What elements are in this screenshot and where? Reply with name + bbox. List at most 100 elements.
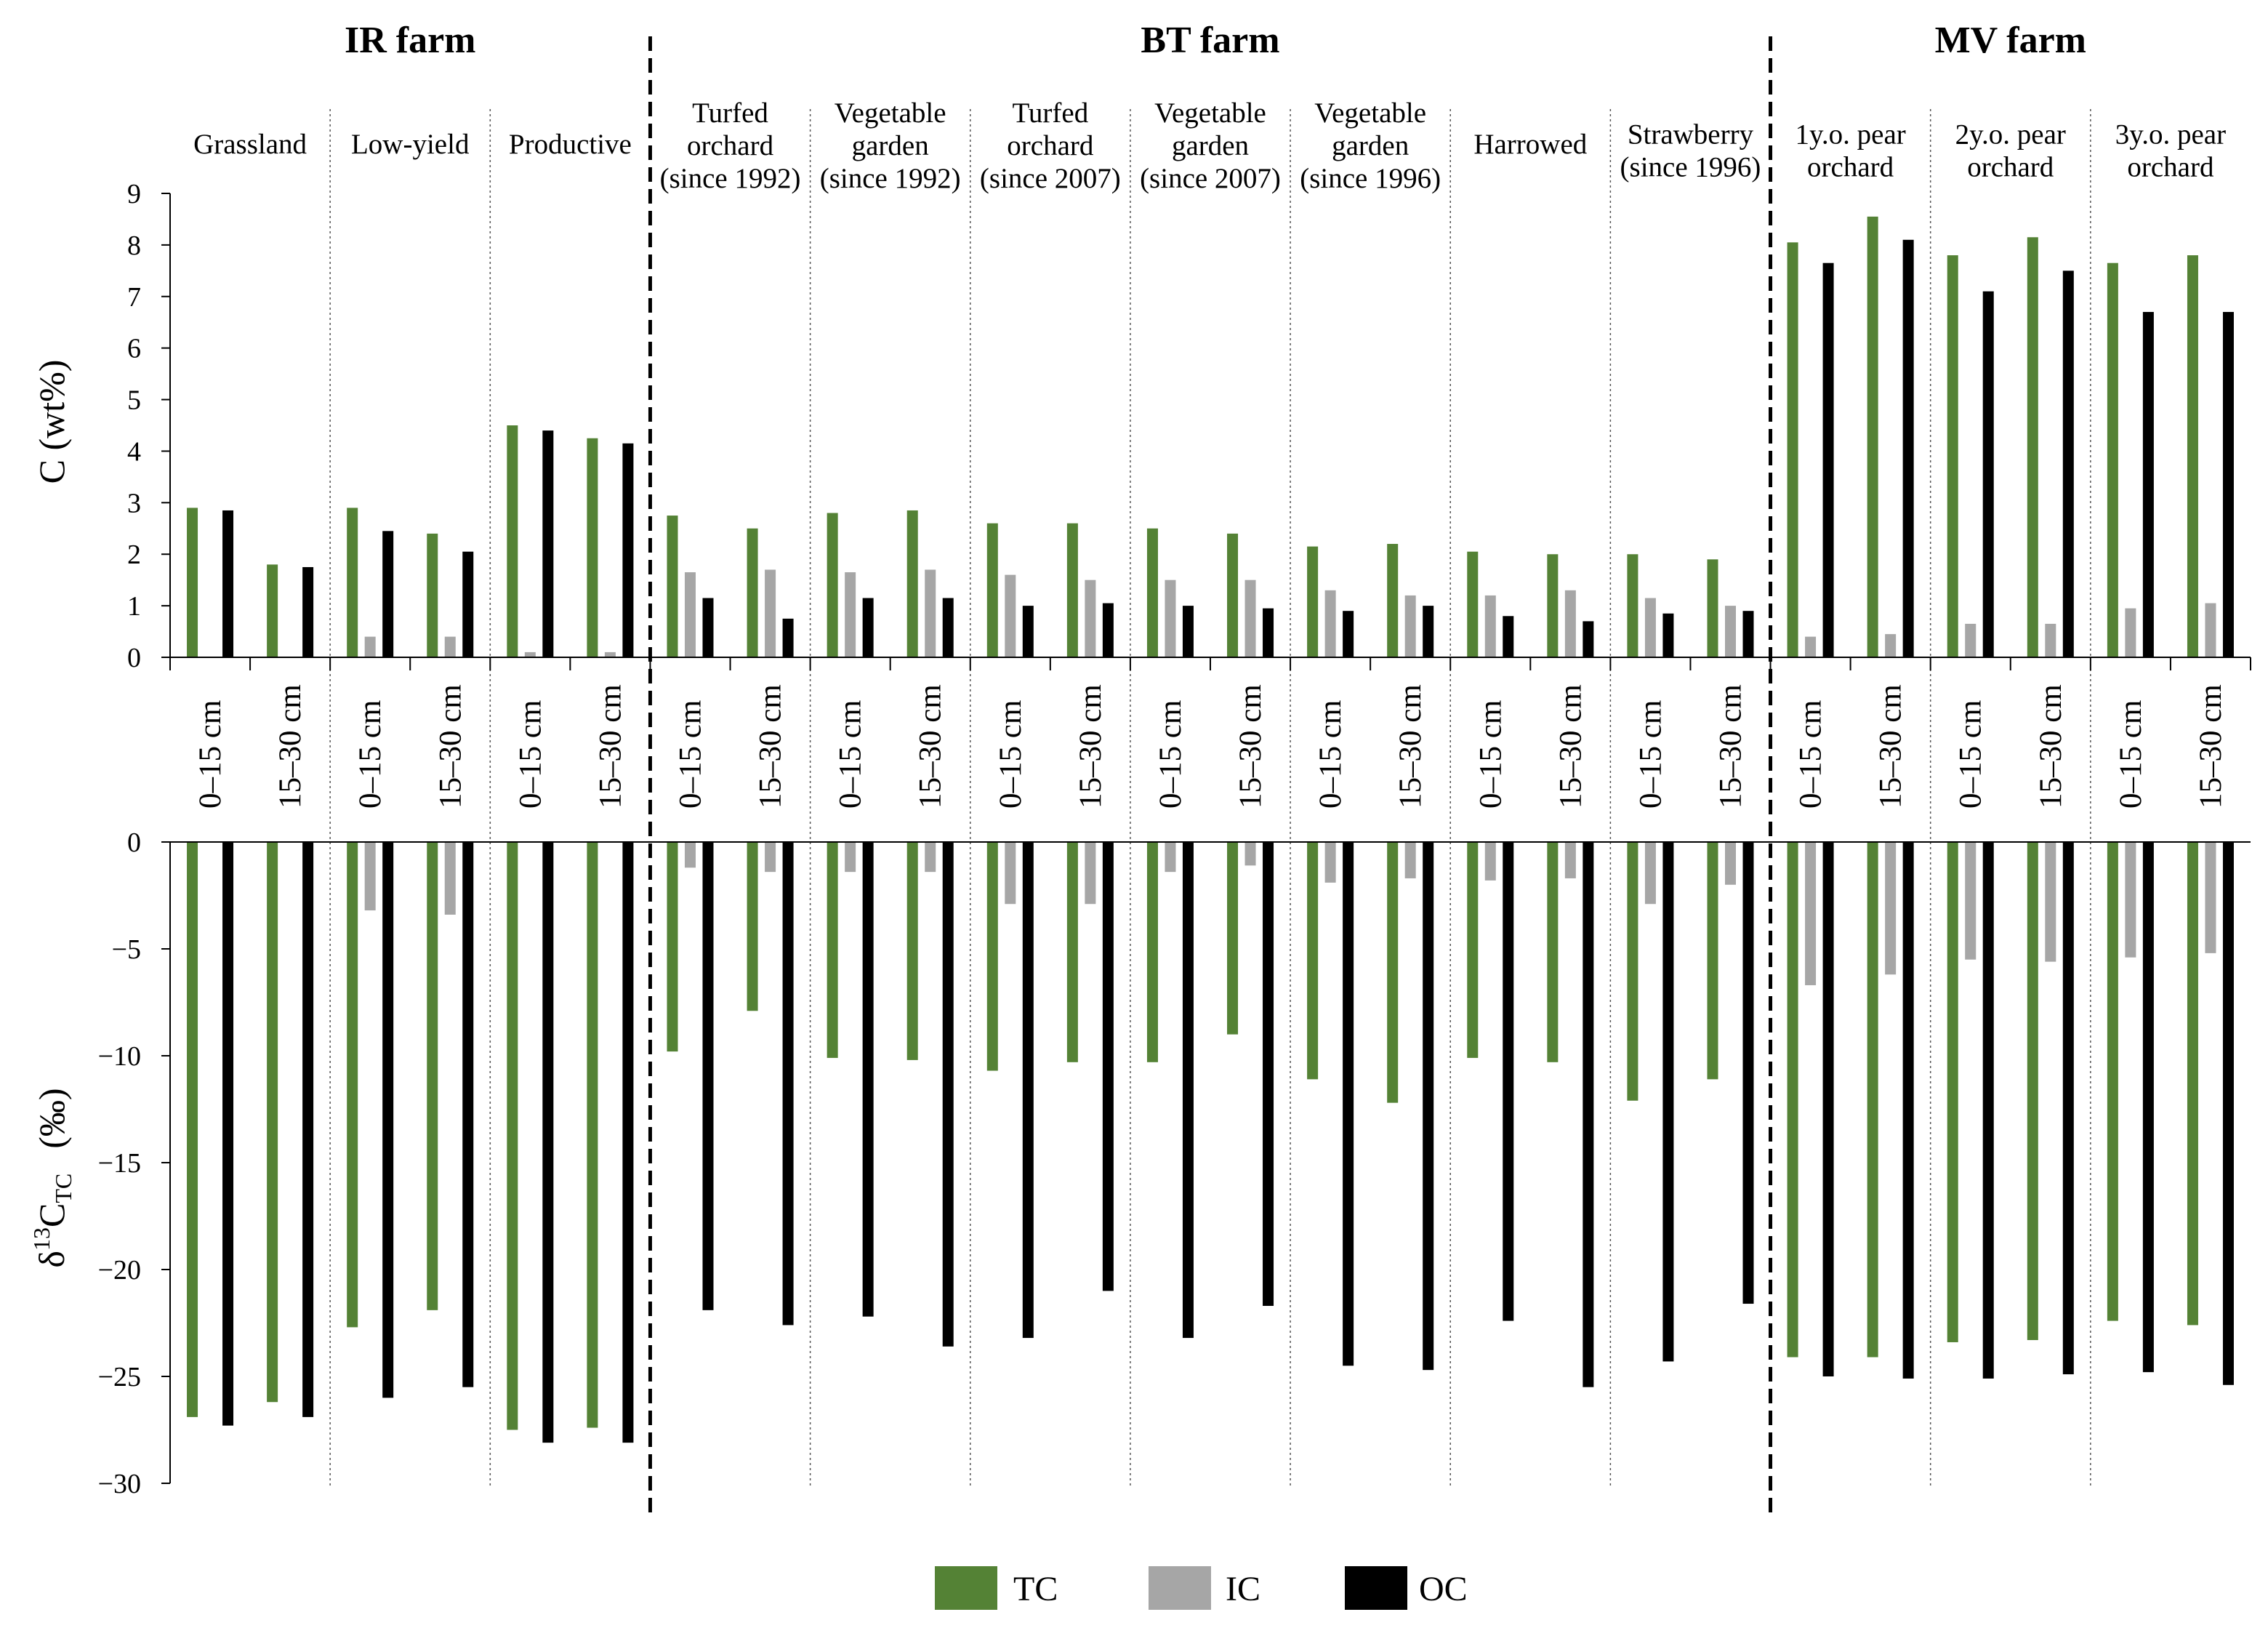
- depth-label-15-30-cm: 15–30 cm: [1074, 684, 1108, 809]
- legend-swatch-ic: [1149, 1566, 1211, 1610]
- group-label-line: Harrowed: [1473, 129, 1587, 160]
- isotope-ratio-bar-oc-vegetable-garden-since-2007-0-15-cm: [1182, 842, 1194, 1339]
- tc-subscript: TC: [50, 1174, 76, 1203]
- isotope-ratio-bar-ic-low-yield-15-30-cm: [444, 842, 456, 915]
- carbon-content-bar-ic-vegetable-garden-since-1992-0-15-cm: [845, 572, 856, 657]
- isotope-ratio-y-tick-label: −5: [112, 934, 141, 965]
- carbon-content-bar-oc-harrowed-0-15-cm: [1503, 616, 1514, 657]
- carbon-content-y-tick-label: 6: [127, 334, 141, 364]
- mv-farm-label: MV farm: [1935, 20, 2086, 61]
- permil-unit: (‰): [31, 1088, 72, 1148]
- carbon-content-y-tick-label: 4: [127, 436, 141, 467]
- carbon-content-bar-tc-2y-o-pear-orchard-15-30-cm: [2027, 237, 2038, 657]
- isotope-ratio-bar-tc-strawberry-since-1996-0-15-cm: [1627, 842, 1638, 1101]
- depth-label-15-30-cm: 15–30 cm: [1553, 684, 1588, 809]
- depth-label-15-30-cm: 15–30 cm: [433, 684, 467, 809]
- depth-label-15-30-cm: 15–30 cm: [754, 684, 788, 809]
- isotope-ratio-bar-ic-low-yield-0-15-cm: [364, 842, 376, 911]
- isotope-ratio-bar-tc-vegetable-garden-since-1992-0-15-cm: [827, 842, 838, 1058]
- isotope-ratio-bar-oc-3y-o-pear-orchard-15-30-cm: [2222, 842, 2234, 1385]
- group-label-line: (since 2007): [1140, 163, 1281, 194]
- carbon-content-bar-tc-2y-o-pear-orchard-0-15-cm: [1947, 255, 1958, 657]
- carbon-content-bar-tc-turfed-orchard-since-2007-0-15-cm: [986, 523, 998, 657]
- carbon-content-bar-tc-vegetable-garden-since-1992-0-15-cm: [827, 513, 838, 657]
- isotope-ratio-bar-tc-2y-o-pear-orchard-15-30-cm: [2027, 842, 2038, 1341]
- isotope-ratio-bar-ic-strawberry-since-1996-15-30-cm: [1725, 842, 1736, 885]
- depth-label-0-15-cm: 0–15 cm: [674, 700, 708, 809]
- carbon-content-y-tick-label: 5: [127, 385, 141, 416]
- depth-label-0-15-cm: 0–15 cm: [1473, 700, 1508, 809]
- isotope-ratio-bar-ic-3y-o-pear-orchard-0-15-cm: [2125, 842, 2136, 958]
- isotope-ratio-bar-ic-vegetable-garden-since-2007-0-15-cm: [1165, 842, 1176, 873]
- group-label-vegetable-garden-since-2007: Vegetable garden (since 2007): [1140, 97, 1281, 194]
- isotope-ratio-bar-oc-strawberry-since-1996-0-15-cm: [1662, 842, 1674, 1362]
- carbon-content-bar-oc-turfed-orchard-since-2007-15-30-cm: [1102, 603, 1114, 657]
- depth-label-0-15-cm: 0–15 cm: [2114, 700, 2148, 809]
- isotope-ratio-bar-tc-productive-15-30-cm: [587, 842, 598, 1428]
- depth-label-0-15-cm: 0–15 cm: [513, 700, 547, 809]
- isotope-ratio-bar-oc-vegetable-garden-since-1996-15-30-cm: [1423, 842, 1434, 1371]
- carbon-content-bar-oc-low-yield-0-15-cm: [382, 531, 394, 657]
- group-dividers: [329, 36, 2091, 1512]
- group-label-line: orchard: [687, 130, 774, 161]
- axes: 0 1 2 3 4 5 6 7 8 9 0 −5 −10 −15 −20 −25 −30: [98, 179, 2251, 1499]
- isotope-ratio-bar-ic-vegetable-garden-since-1992-0-15-cm: [845, 842, 856, 873]
- group-label-strawberry-since-1996: Strawberry (since 1996): [1620, 119, 1761, 183]
- carbon-content-bar-ic-harrowed-0-15-cm: [1484, 595, 1496, 657]
- carbon-content-bar-ic-turfed-orchard-since-2007-0-15-cm: [1005, 574, 1016, 657]
- group-label-line: Vegetable: [835, 97, 946, 129]
- carbon-content-bar-oc-low-yield-15-30-cm: [462, 551, 474, 657]
- isotope-ratio-bar-tc-harrowed-15-30-cm: [1547, 842, 1559, 1062]
- isotope-ratio-bar-oc-1y-o-pear-orchard-0-15-cm: [1822, 842, 1834, 1376]
- element-symbol: C: [31, 1203, 72, 1227]
- isotope-ratio-bar-ic-turfed-orchard-since-2007-15-30-cm: [1085, 842, 1096, 905]
- isotope-ratio-bar-oc-productive-0-15-cm: [542, 842, 554, 1443]
- carbon-content-bar-ic-vegetable-garden-since-1996-0-15-cm: [1324, 590, 1336, 657]
- isotope-ratio-bar-ic-vegetable-garden-since-1996-0-15-cm: [1324, 842, 1336, 883]
- isotope-ratio-y-tick-label: −25: [98, 1362, 141, 1392]
- carbon-content-bar-oc-productive-0-15-cm: [542, 430, 554, 657]
- depth-label-15-30-cm: 15–30 cm: [2034, 684, 2068, 809]
- carbon-content-bar-ic-strawberry-since-1996-0-15-cm: [1644, 598, 1656, 657]
- isotope-ratio-bar-tc-3y-o-pear-orchard-15-30-cm: [2187, 842, 2198, 1326]
- carbon-content-bar-oc-vegetable-garden-since-1992-15-30-cm: [942, 598, 954, 657]
- isotope-ratio-bar-tc-3y-o-pear-orchard-0-15-cm: [2107, 842, 2118, 1321]
- carbon-content-bar-tc-vegetable-garden-since-1996-0-15-cm: [1307, 546, 1319, 657]
- carbon-content-bar-ic-3y-o-pear-orchard-0-15-cm: [2125, 608, 2136, 657]
- carbon-content-bar-ic-productive-0-15-cm: [524, 651, 536, 657]
- isotope-ratio-bar-ic-strawberry-since-1996-0-15-cm: [1644, 842, 1656, 905]
- carbon-y-axis-title: C (wt%): [31, 360, 72, 484]
- isotope-ratio-bar-oc-low-yield-0-15-cm: [382, 842, 394, 1398]
- isotope-ratio-y-tick-label: −20: [98, 1255, 141, 1286]
- isotope-ratio-bar-oc-productive-15-30-cm: [622, 842, 634, 1443]
- isotope-ratio-bar-tc-turfed-orchard-since-1992-15-30-cm: [747, 842, 758, 1011]
- isotope-ratio-bar-ic-harrowed-15-30-cm: [1564, 842, 1576, 878]
- depth-label-0-15-cm: 0–15 cm: [994, 700, 1028, 809]
- carbon-content-bar-tc-low-yield-0-15-cm: [347, 508, 358, 657]
- isotope-ratio-bar-tc-grassland-15-30-cm: [267, 842, 278, 1403]
- isotope-ratio-bar-tc-turfed-orchard-since-1992-0-15-cm: [667, 842, 678, 1052]
- isotope-ratio-bar-oc-grassland-15-30-cm: [302, 842, 314, 1417]
- depth-label-0-15-cm: 0–15 cm: [834, 700, 868, 809]
- carbon-content-y-tick-label: 3: [127, 488, 141, 518]
- group-label-1y-o-pear-orchard: 1y.o. pear orchard: [1795, 119, 1905, 183]
- carbon-content-bar-oc-vegetable-garden-since-1992-0-15-cm: [862, 598, 874, 657]
- group-label-line: garden: [852, 130, 929, 161]
- isotope-ratio-bar-tc-low-yield-0-15-cm: [347, 842, 358, 1328]
- group-label-line: Strawberry: [1628, 119, 1754, 151]
- carbon-content-bar-oc-grassland-15-30-cm: [302, 566, 314, 657]
- group-label-line: (since 2007): [980, 163, 1121, 194]
- isotope-ratio-y-tick-label: −15: [98, 1148, 141, 1179]
- isotope-ratio-bar-oc-harrowed-15-30-cm: [1583, 842, 1594, 1387]
- carbon-content-bar-ic-1y-o-pear-orchard-0-15-cm: [1805, 636, 1817, 657]
- isotope-ratio-bar-tc-vegetable-garden-since-1992-15-30-cm: [906, 842, 918, 1060]
- carbon-content-bar-ic-2y-o-pear-orchard-0-15-cm: [1965, 623, 1977, 657]
- carbon-content-bar-tc-vegetable-garden-since-2007-0-15-cm: [1146, 528, 1158, 657]
- carbon-content-bar-ic-vegetable-garden-since-2007-0-15-cm: [1165, 580, 1176, 657]
- group-label-turfed-orchard-since-2007: Turfed orchard (since 2007): [980, 97, 1121, 194]
- carbon-content-bar-oc-turfed-orchard-since-2007-0-15-cm: [1022, 606, 1034, 657]
- carbon-content-bar-oc-2y-o-pear-orchard-15-30-cm: [2062, 270, 2074, 658]
- carbon-content-bar-ic-2y-o-pear-orchard-15-30-cm: [2045, 623, 2056, 657]
